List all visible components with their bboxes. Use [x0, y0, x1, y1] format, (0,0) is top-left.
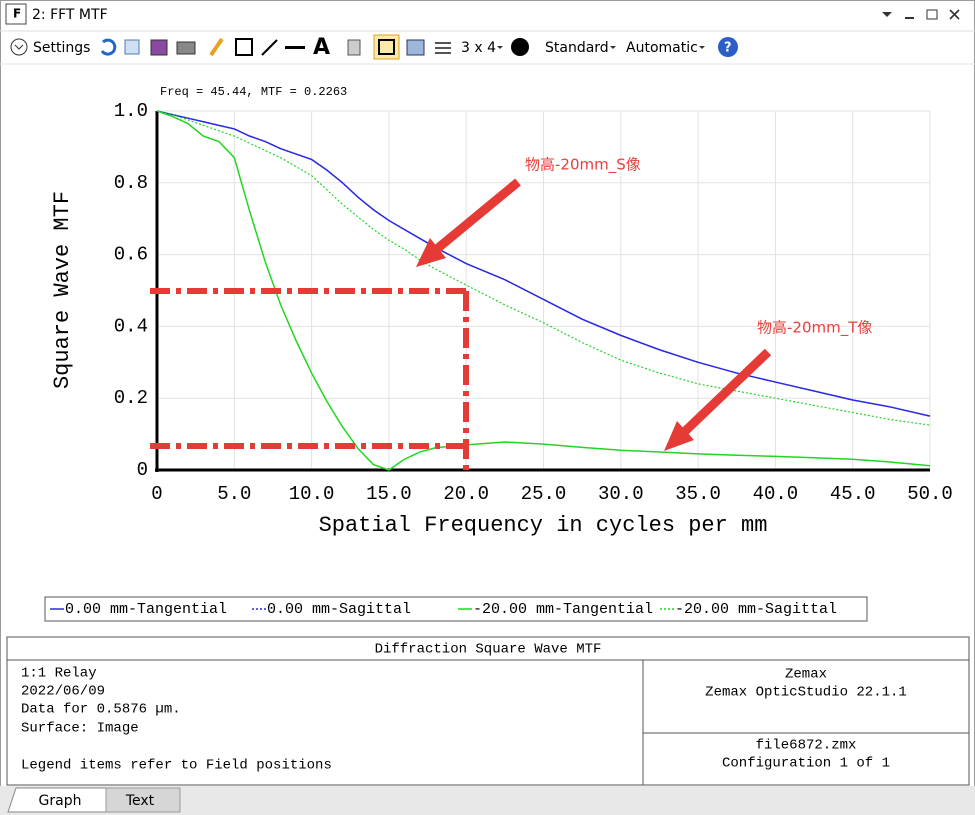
- x-tick-label: 10.0: [289, 483, 335, 505]
- x-tick-label: 50.0: [907, 483, 953, 505]
- x-tick-label: 40.0: [753, 483, 799, 505]
- info-line: Surface: Image: [21, 721, 139, 737]
- series-line: [156, 110, 931, 417]
- layers-button[interactable]: [435, 42, 451, 54]
- info-line: Legend items refer to Field positions: [21, 758, 332, 774]
- line-button[interactable]: [285, 46, 305, 49]
- dropdown-arrow: [610, 46, 616, 49]
- legend-items: 0.00 mm-Tangential 0.00 mm-Sagittal -20.00…: [50, 601, 837, 618]
- window-button[interactable]: [406, 39, 425, 56]
- legend-label: 0.00 mm-Sagittal: [267, 601, 411, 618]
- plot: 0 0.2 0.4 0.6 0.8 1.0 0 5.0 10.0 15.0 20.0 25.0 30.0…: [114, 100, 953, 505]
- info-line: Data for 0.5876 µm.: [21, 702, 181, 718]
- y-tick-label: 0: [137, 459, 148, 481]
- dropdown-arrow: [497, 46, 503, 49]
- info-line: 2022/06/09: [21, 684, 105, 700]
- annotation-label: 物高-20mm_S像: [525, 156, 641, 175]
- text-button[interactable]: A: [313, 35, 330, 60]
- refresh-button[interactable]: [100, 38, 117, 56]
- x-tick-label: 35.0: [675, 483, 721, 505]
- x-tick-label: 25.0: [521, 483, 567, 505]
- arrow: [676, 348, 772, 440]
- lock-button[interactable]: [347, 39, 361, 56]
- minimize-button[interactable]: [905, 17, 914, 19]
- app-icon: [5, 3, 27, 25]
- x-tick-label: 30.0: [598, 483, 644, 505]
- tab-text[interactable]: [105, 787, 181, 813]
- copy-button[interactable]: [124, 39, 140, 55]
- settings-icon[interactable]: [10, 38, 28, 56]
- help-mark: ?: [724, 41, 732, 56]
- legend-label: 0.00 mm-Tangential: [65, 601, 227, 618]
- settings-button[interactable]: Settings: [33, 40, 90, 56]
- window-title: 2: FFT MTF: [32, 7, 108, 23]
- menu-button[interactable]: [882, 12, 892, 17]
- info-panel: [6, 636, 970, 786]
- cursor-readout: Freq = 45.44, MTF = 0.2263: [160, 85, 347, 99]
- highlight-markup: [150, 288, 470, 472]
- legend-label: -20.00 mm-Tangential: [473, 601, 653, 618]
- series-line: [156, 110, 931, 471]
- y-tick-label: 0.2: [114, 387, 148, 409]
- x-tick-label: 15.0: [366, 483, 412, 505]
- info-line: 1:1 Relay: [21, 666, 97, 682]
- standard-button[interactable]: Standard: [545, 40, 609, 56]
- app-icon-letter: F: [13, 7, 21, 21]
- arrow: [429, 178, 521, 257]
- zoom-button[interactable]: [373, 34, 400, 60]
- arrow-button[interactable]: [261, 39, 278, 56]
- tab-label[interactable]: Graph: [39, 793, 82, 809]
- dropdown-arrow: [699, 46, 705, 49]
- settings-chevron: [14, 44, 24, 50]
- zoom-icon: [378, 39, 395, 55]
- legend: [44, 596, 868, 622]
- annotation-label: 物高-20mm_T像: [757, 319, 872, 338]
- y-tick-label: 0.6: [114, 244, 148, 266]
- rectangle-button[interactable]: [235, 38, 253, 56]
- info-line: Zemax: [785, 667, 827, 683]
- x-tick-label: 45.0: [830, 483, 876, 505]
- y-tick-label: 0.8: [114, 172, 148, 194]
- print-button[interactable]: [176, 41, 196, 55]
- automatic-button[interactable]: Automatic: [626, 40, 698, 56]
- close-button[interactable]: [949, 9, 960, 20]
- arrowhead: [416, 238, 446, 267]
- x-tick-label: 20.0: [443, 483, 489, 505]
- save-button[interactable]: [150, 39, 168, 56]
- y-axis-label: Square Wave MTF: [50, 191, 75, 389]
- help-button[interactable]: [718, 37, 738, 57]
- legend-label: -20.00 mm-Sagittal: [675, 601, 837, 618]
- tab-label[interactable]: Text: [125, 793, 155, 809]
- info-title: Diffraction Square Wave MTF: [375, 642, 602, 658]
- arrowhead: [664, 421, 694, 451]
- info-line: Configuration 1 of 1: [722, 756, 890, 772]
- pencil-button[interactable]: [209, 37, 224, 57]
- y-tick-label: 1.0: [114, 100, 148, 122]
- info-line: file6872.zmx: [756, 738, 857, 754]
- x-tick-label: 0: [151, 483, 162, 505]
- x-axis-label: Spatial Frequency in cycles per mm: [319, 513, 768, 538]
- layout-button[interactable]: 3 x 4: [461, 40, 496, 56]
- timer-button[interactable]: [511, 38, 529, 56]
- y-tick-label: 0.4: [114, 315, 148, 337]
- maximize-button[interactable]: [926, 9, 938, 20]
- info-line: Zemax OpticStudio 22.1.1: [705, 685, 907, 701]
- x-tick-label: 5.0: [217, 483, 251, 505]
